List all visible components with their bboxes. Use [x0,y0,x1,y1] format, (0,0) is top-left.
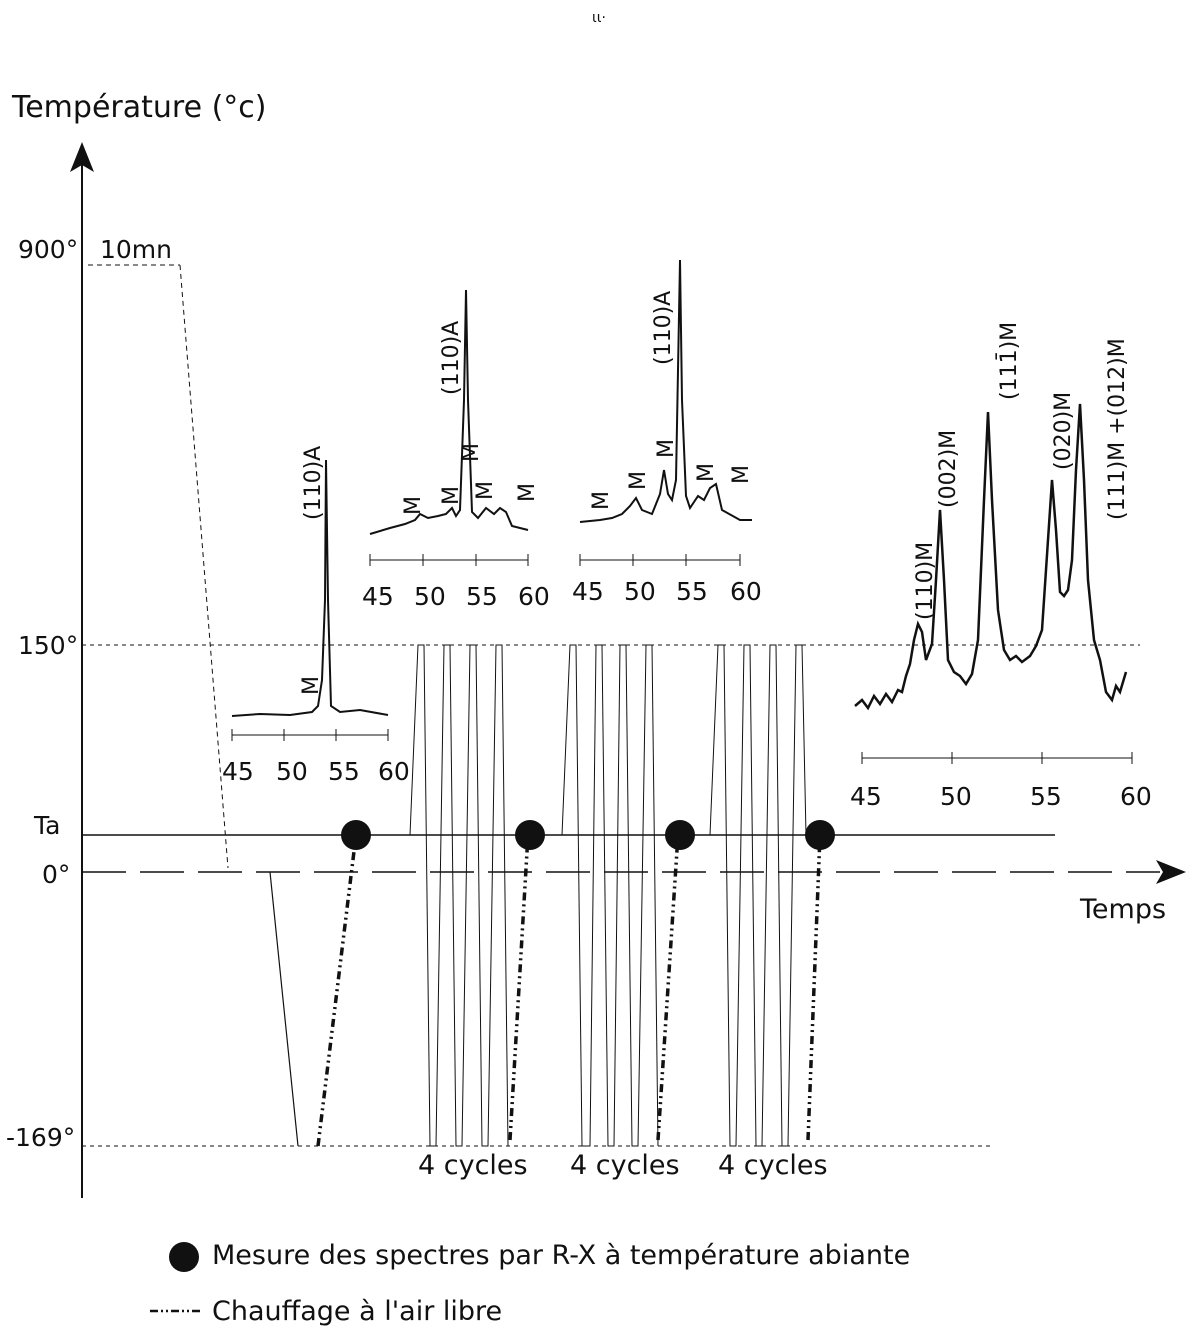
spectrum-3-peak-m-1: M [589,491,614,510]
y-tick-ta: Ta [33,811,60,840]
y-axis-arrow [70,142,94,172]
spectrum-4-peak-020m: (020)M [1051,392,1076,470]
quench-line [269,871,299,1147]
y-tick-900: 900° [18,235,78,264]
spectrum-3-peak-m-4: M [694,463,719,482]
spectrum-3-peak-m-2: M [626,471,651,490]
spectrum-4-peak-110m: (110)M [913,542,938,620]
hold-label: 10mn [100,235,172,264]
spectrum-4-tick-60: 60 [1120,782,1152,811]
spectrum-4-tick-50: 50 [940,782,972,811]
stray-mark: ιι· [592,10,606,26]
spectrum-2-peak-m-5: M [515,483,540,502]
spectrum-3-tick-45: 45 [572,577,604,606]
legend-dot-icon [169,1242,199,1272]
spectrum-3-peak-110a: (110)A [651,291,676,365]
x-axis-label: Temps [1079,894,1166,925]
spectrum-4-tick-45: 45 [850,782,882,811]
spectrum-2-peak-m-3: M [459,443,484,462]
spectrum-3-tick-55: 55 [676,577,708,606]
x-axis-arrow [1156,860,1186,884]
heating-line-4 [806,834,822,1141]
spectrum-2-peak-m-2: M [439,486,464,505]
spectrum-4-peak-002m: (002)M [936,430,961,508]
spectrum-1-tick-50: 50 [276,757,308,786]
heating-line-1 [316,834,358,1147]
measure-dot-2 [515,820,545,850]
cycle-group-1 [409,644,509,1147]
cycle-group-2 [561,644,659,1147]
cycle-label-3: 4 cycles [718,1150,828,1181]
spectrum-1: 45 50 55 60 (110)A M [222,446,410,786]
heating-line-2 [508,834,530,1141]
spectrum-2-tick-45: 45 [362,582,394,611]
spectrum-4-peak-111m-012m: (111)M +(012)M [1105,338,1130,520]
spectrum-2: 45 50 55 60 (110)A M M M M M [362,289,550,611]
y-tick-150: 150° [18,631,78,660]
spectrum-2-peak-m-1: M [401,496,426,515]
spectrum-4: 45 50 55 60 (110)M (002)M (111̄)M (020)M… [850,322,1152,811]
spectrum-3-tick-60: 60 [730,577,762,606]
measure-dot-3 [665,820,695,850]
cycle-label-2: 4 cycles [570,1150,680,1181]
y-axis-label: Température (°c) [11,90,266,125]
spectrum-4-peak-111bm: (111̄)M [996,322,1022,400]
measure-dot-1 [341,820,371,850]
y-tick-minus169: -169° [6,1123,75,1152]
legend: Mesure des spectres par R-X à températur… [150,1240,910,1327]
cooling-line [179,264,229,869]
spectrum-3-peak-m-5: M [729,465,754,484]
spectrum-3-tick-50: 50 [624,577,656,606]
legend-measure-label: Mesure des spectres par R-X à températur… [212,1240,910,1271]
spectrum-1-peak-m: M [299,676,324,695]
spectrum-2-peak-m-4: M [473,481,498,500]
spectrum-2-tick-55: 55 [466,582,498,611]
cycle-group-3 [709,644,807,1147]
spectrum-2-tick-50: 50 [414,582,446,611]
measure-dot-4 [805,820,835,850]
spectrum-1-tick-60: 60 [378,757,410,786]
spectrum-3-peak-m-3: M [654,439,679,458]
legend-heating-label: Chauffage à l'air libre [212,1296,502,1327]
spectrum-2-tick-60: 60 [518,582,550,611]
spectrum-1-peak-110a: (110)A [301,446,326,520]
heating-line-3 [656,834,680,1141]
spectrum-1-tick-45: 45 [222,757,254,786]
spectrum-3: 45 50 55 60 (110)A M M M M M [572,259,762,606]
spectrum-2-peak-110a: (110)A [439,321,464,395]
spectrum-1-tick-55: 55 [328,757,360,786]
cycle-label-1: 4 cycles [418,1150,528,1181]
y-tick-0: 0° [42,860,70,889]
spectrum-4-tick-55: 55 [1030,782,1062,811]
